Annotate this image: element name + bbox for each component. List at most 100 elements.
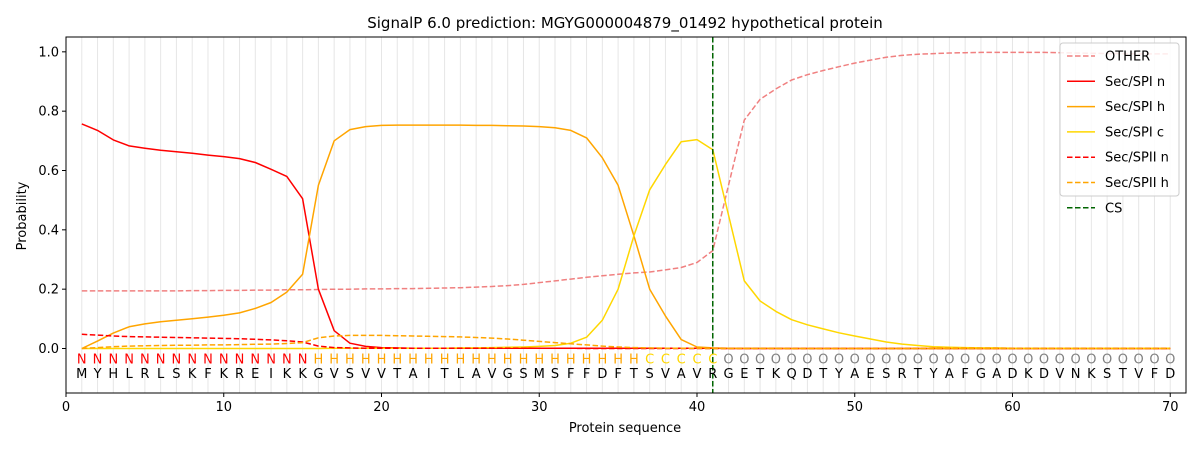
region-label: H [566, 352, 576, 367]
x-tick-label: 20 [373, 400, 390, 415]
residue-label: E [866, 367, 874, 382]
residue-label: F [567, 367, 574, 382]
residue-label: G [723, 367, 733, 382]
residue-label: T [392, 367, 401, 382]
region-label: N [203, 352, 213, 367]
residue-label: A [945, 367, 954, 382]
residue-label: S [646, 367, 654, 382]
legend-box [1059, 42, 1180, 197]
residue-label: V [1134, 367, 1143, 382]
residue-label: T [818, 367, 827, 382]
residue-label: N [1071, 367, 1081, 382]
residue-label: D [1007, 367, 1017, 382]
residue-label: T [440, 367, 449, 382]
residue-label: H [108, 367, 118, 382]
x-tick-label: 60 [1004, 400, 1021, 415]
region-label: N [156, 352, 166, 367]
residue-label: L [457, 367, 465, 382]
residue-label: R [708, 367, 717, 382]
region-label: N [187, 352, 197, 367]
region-label: O [897, 352, 907, 367]
residue-label: A [677, 367, 686, 382]
region-label: N [266, 352, 276, 367]
region-label: C [677, 352, 686, 367]
region-label: O [818, 352, 828, 367]
residue-label: R [898, 367, 907, 382]
region-label: O [802, 352, 812, 367]
y-tick-label: 0.6 [38, 164, 59, 179]
residue-label: K [772, 367, 781, 382]
region-label: H [519, 352, 529, 367]
region-label: H [377, 352, 387, 367]
region-label: O [976, 352, 986, 367]
region-label: N [219, 352, 229, 367]
residue-label: Y [929, 367, 938, 382]
residue-label: D [597, 367, 607, 382]
region-label: H [550, 352, 560, 367]
region-label: C [645, 352, 654, 367]
region-label: O [1039, 352, 1049, 367]
region-label: O [834, 352, 844, 367]
region-label: C [692, 352, 701, 367]
residue-label: V [693, 367, 702, 382]
region-label: H [314, 352, 324, 367]
chart-title: SignalP 6.0 prediction: MGYG000004879_01… [367, 14, 883, 33]
region-label: N [140, 352, 150, 367]
region-label: O [1055, 352, 1065, 367]
residue-label: G [313, 367, 323, 382]
region-label: O [723, 352, 733, 367]
legend: OTHER Sec/SPI n Sec/SPI h Sec/SPI c Sec/SPII… [1059, 42, 1180, 216]
residue-label: Y [834, 367, 843, 382]
region-label: N [77, 352, 87, 367]
region-label: H [629, 352, 639, 367]
residue-label: D [802, 367, 812, 382]
plot-area: NMNYNHNLNRNLNSNKNFNKNRNENINKNKHGHVHSHVHV… [38, 36, 1187, 415]
residue-label: G [503, 367, 513, 382]
region-label: O [928, 352, 938, 367]
region-label: N [250, 352, 260, 367]
region-label: O [850, 352, 860, 367]
x-tick-label: 30 [531, 400, 548, 415]
series-line-sec-spi-c [81, 138, 1171, 350]
region-label: O [1149, 352, 1159, 367]
region-label: N [282, 352, 292, 367]
residue-label: V [361, 367, 370, 382]
series-line-sec-spi-h [81, 124, 1171, 350]
x-tick-label: 40 [689, 400, 706, 415]
residue-label: M [534, 367, 545, 382]
residue-label: D [1039, 367, 1049, 382]
residue-label: E [251, 367, 259, 382]
region-label: O [881, 352, 891, 367]
residue-label: V [1055, 367, 1064, 382]
residue-label: F [614, 367, 621, 382]
residue-label: E [740, 367, 748, 382]
region-label: H [597, 352, 607, 367]
region-label: H [455, 352, 465, 367]
legend-label: Sec/SPII h [1105, 176, 1169, 191]
x-tick-label: 0 [62, 400, 70, 415]
region-label: O [1102, 352, 1112, 367]
residue-label: S [1103, 367, 1111, 382]
region-label: H [613, 352, 623, 367]
residue-label: Q [787, 367, 797, 382]
legend-label: OTHER [1105, 50, 1150, 65]
residue-label: S [172, 367, 180, 382]
residue-label: K [298, 367, 307, 382]
region-label: O [1134, 352, 1144, 367]
residue-label: K [1087, 367, 1096, 382]
region-label: O [1165, 352, 1175, 367]
y-axis-title: Probability [15, 181, 30, 250]
region-label: O [865, 352, 875, 367]
residue-label: T [913, 367, 922, 382]
residue-label: T [755, 367, 764, 382]
residue-label: V [487, 367, 496, 382]
residue-label: A [992, 367, 1001, 382]
y-tick-label: 1.0 [38, 45, 59, 60]
region-label: O [1007, 352, 1017, 367]
residue-label: R [235, 367, 244, 382]
region-label: O [1023, 352, 1033, 367]
axes-frame [65, 36, 1187, 394]
region-label: H [361, 352, 371, 367]
residue-label: S [551, 367, 559, 382]
